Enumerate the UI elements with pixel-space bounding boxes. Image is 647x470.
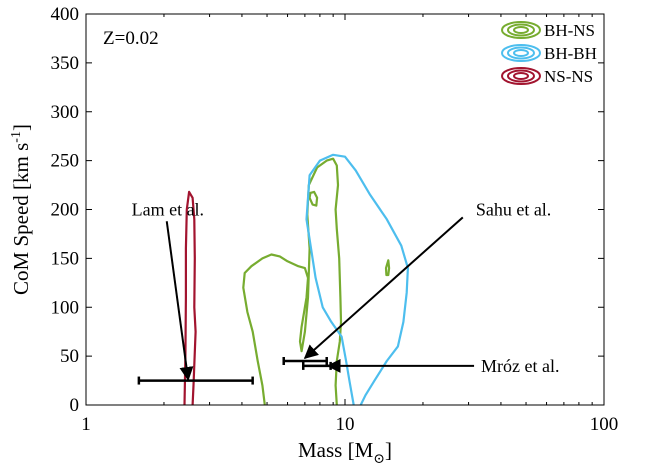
x-axis-label-close: ] bbox=[385, 438, 392, 462]
y-axis-label-close: ] bbox=[9, 124, 33, 131]
x-axis-label-subscript: ⊙ bbox=[373, 452, 385, 467]
error-bar-lam-et-al bbox=[137, 376, 254, 385]
y-tick-label: 250 bbox=[51, 151, 80, 172]
legend: BH-NS BH-BH NS-NS bbox=[501, 21, 597, 86]
y-axis-label-superscript: -1 bbox=[9, 131, 24, 143]
plot-area bbox=[183, 153, 409, 405]
y-tick-label: 100 bbox=[51, 297, 80, 318]
x-tick-label: 10 bbox=[336, 414, 355, 435]
legend-item-bh-bh: BH-BH bbox=[501, 44, 597, 63]
x-tick-label: 100 bbox=[590, 414, 619, 435]
legend-swatch-ring bbox=[507, 46, 535, 60]
legend-swatch-ring bbox=[501, 21, 541, 39]
contour-bh-ns-1 bbox=[308, 190, 319, 207]
annotation-arrow bbox=[165, 221, 194, 381]
series-ns-ns bbox=[183, 190, 197, 405]
legend-label: BH-BH bbox=[544, 44, 597, 63]
contour-bh-ns-0 bbox=[242, 157, 343, 405]
series-bh-ns bbox=[242, 157, 391, 405]
annotation-label: Lam et al. bbox=[132, 200, 204, 220]
legend-label: BH-NS bbox=[544, 21, 595, 40]
y-tick-label: 400 bbox=[51, 4, 80, 25]
contour-ns-ns-0 bbox=[183, 190, 197, 405]
contour-bh-ns-2 bbox=[384, 259, 391, 277]
y-tick-label: 200 bbox=[51, 200, 80, 221]
legend-swatch-ring bbox=[501, 67, 541, 85]
y-axis-label-text: CoM Speed [km s bbox=[9, 143, 33, 295]
x-tick-label: 1 bbox=[81, 414, 91, 435]
legend-swatch-ring bbox=[513, 26, 529, 34]
annotation-lam-et-al: Lam et al. bbox=[132, 200, 204, 381]
annotations: Lam et al. Sahu et al. Mróz et al. bbox=[132, 200, 559, 385]
annotation-mr-z-et-al: Mróz et al. bbox=[326, 356, 559, 376]
annotation-label: Sahu et al. bbox=[476, 200, 551, 220]
legend-swatch-ring bbox=[501, 44, 541, 62]
legend-swatch-ring bbox=[507, 69, 535, 83]
legend-item-ns-ns: NS-NS bbox=[501, 67, 593, 86]
y-tick-label: 300 bbox=[51, 102, 80, 123]
annotation-arrow bbox=[303, 216, 464, 360]
x-axis-label-text: Mass [M bbox=[298, 438, 374, 462]
legend-swatch-ring bbox=[507, 23, 535, 37]
metallicity-label: Z=0.02 bbox=[103, 28, 159, 49]
contour-bh-bh-0 bbox=[305, 153, 409, 405]
legend-swatch-ring bbox=[513, 72, 529, 80]
annotation-label: Mróz et al. bbox=[481, 356, 559, 376]
y-axis-label: CoM Speed [km s-1] bbox=[9, 124, 33, 295]
y-tick-label: 50 bbox=[60, 346, 79, 367]
series-bh-bh bbox=[305, 153, 409, 405]
legend-swatch-ring bbox=[513, 49, 529, 57]
legend-item-bh-ns: BH-NS bbox=[501, 21, 595, 40]
x-axis-label: Mass [M⊙] bbox=[298, 438, 392, 467]
y-tick-label: 0 bbox=[70, 395, 80, 416]
axis-ticks: 1 10 100 0 50 100 150 200 250 300 350 400 bbox=[51, 4, 619, 435]
y-tick-label: 350 bbox=[51, 53, 80, 74]
y-tick-label: 150 bbox=[51, 248, 80, 269]
annotation-sahu-et-al: Sahu et al. bbox=[303, 200, 551, 360]
legend-label: NS-NS bbox=[544, 67, 593, 86]
